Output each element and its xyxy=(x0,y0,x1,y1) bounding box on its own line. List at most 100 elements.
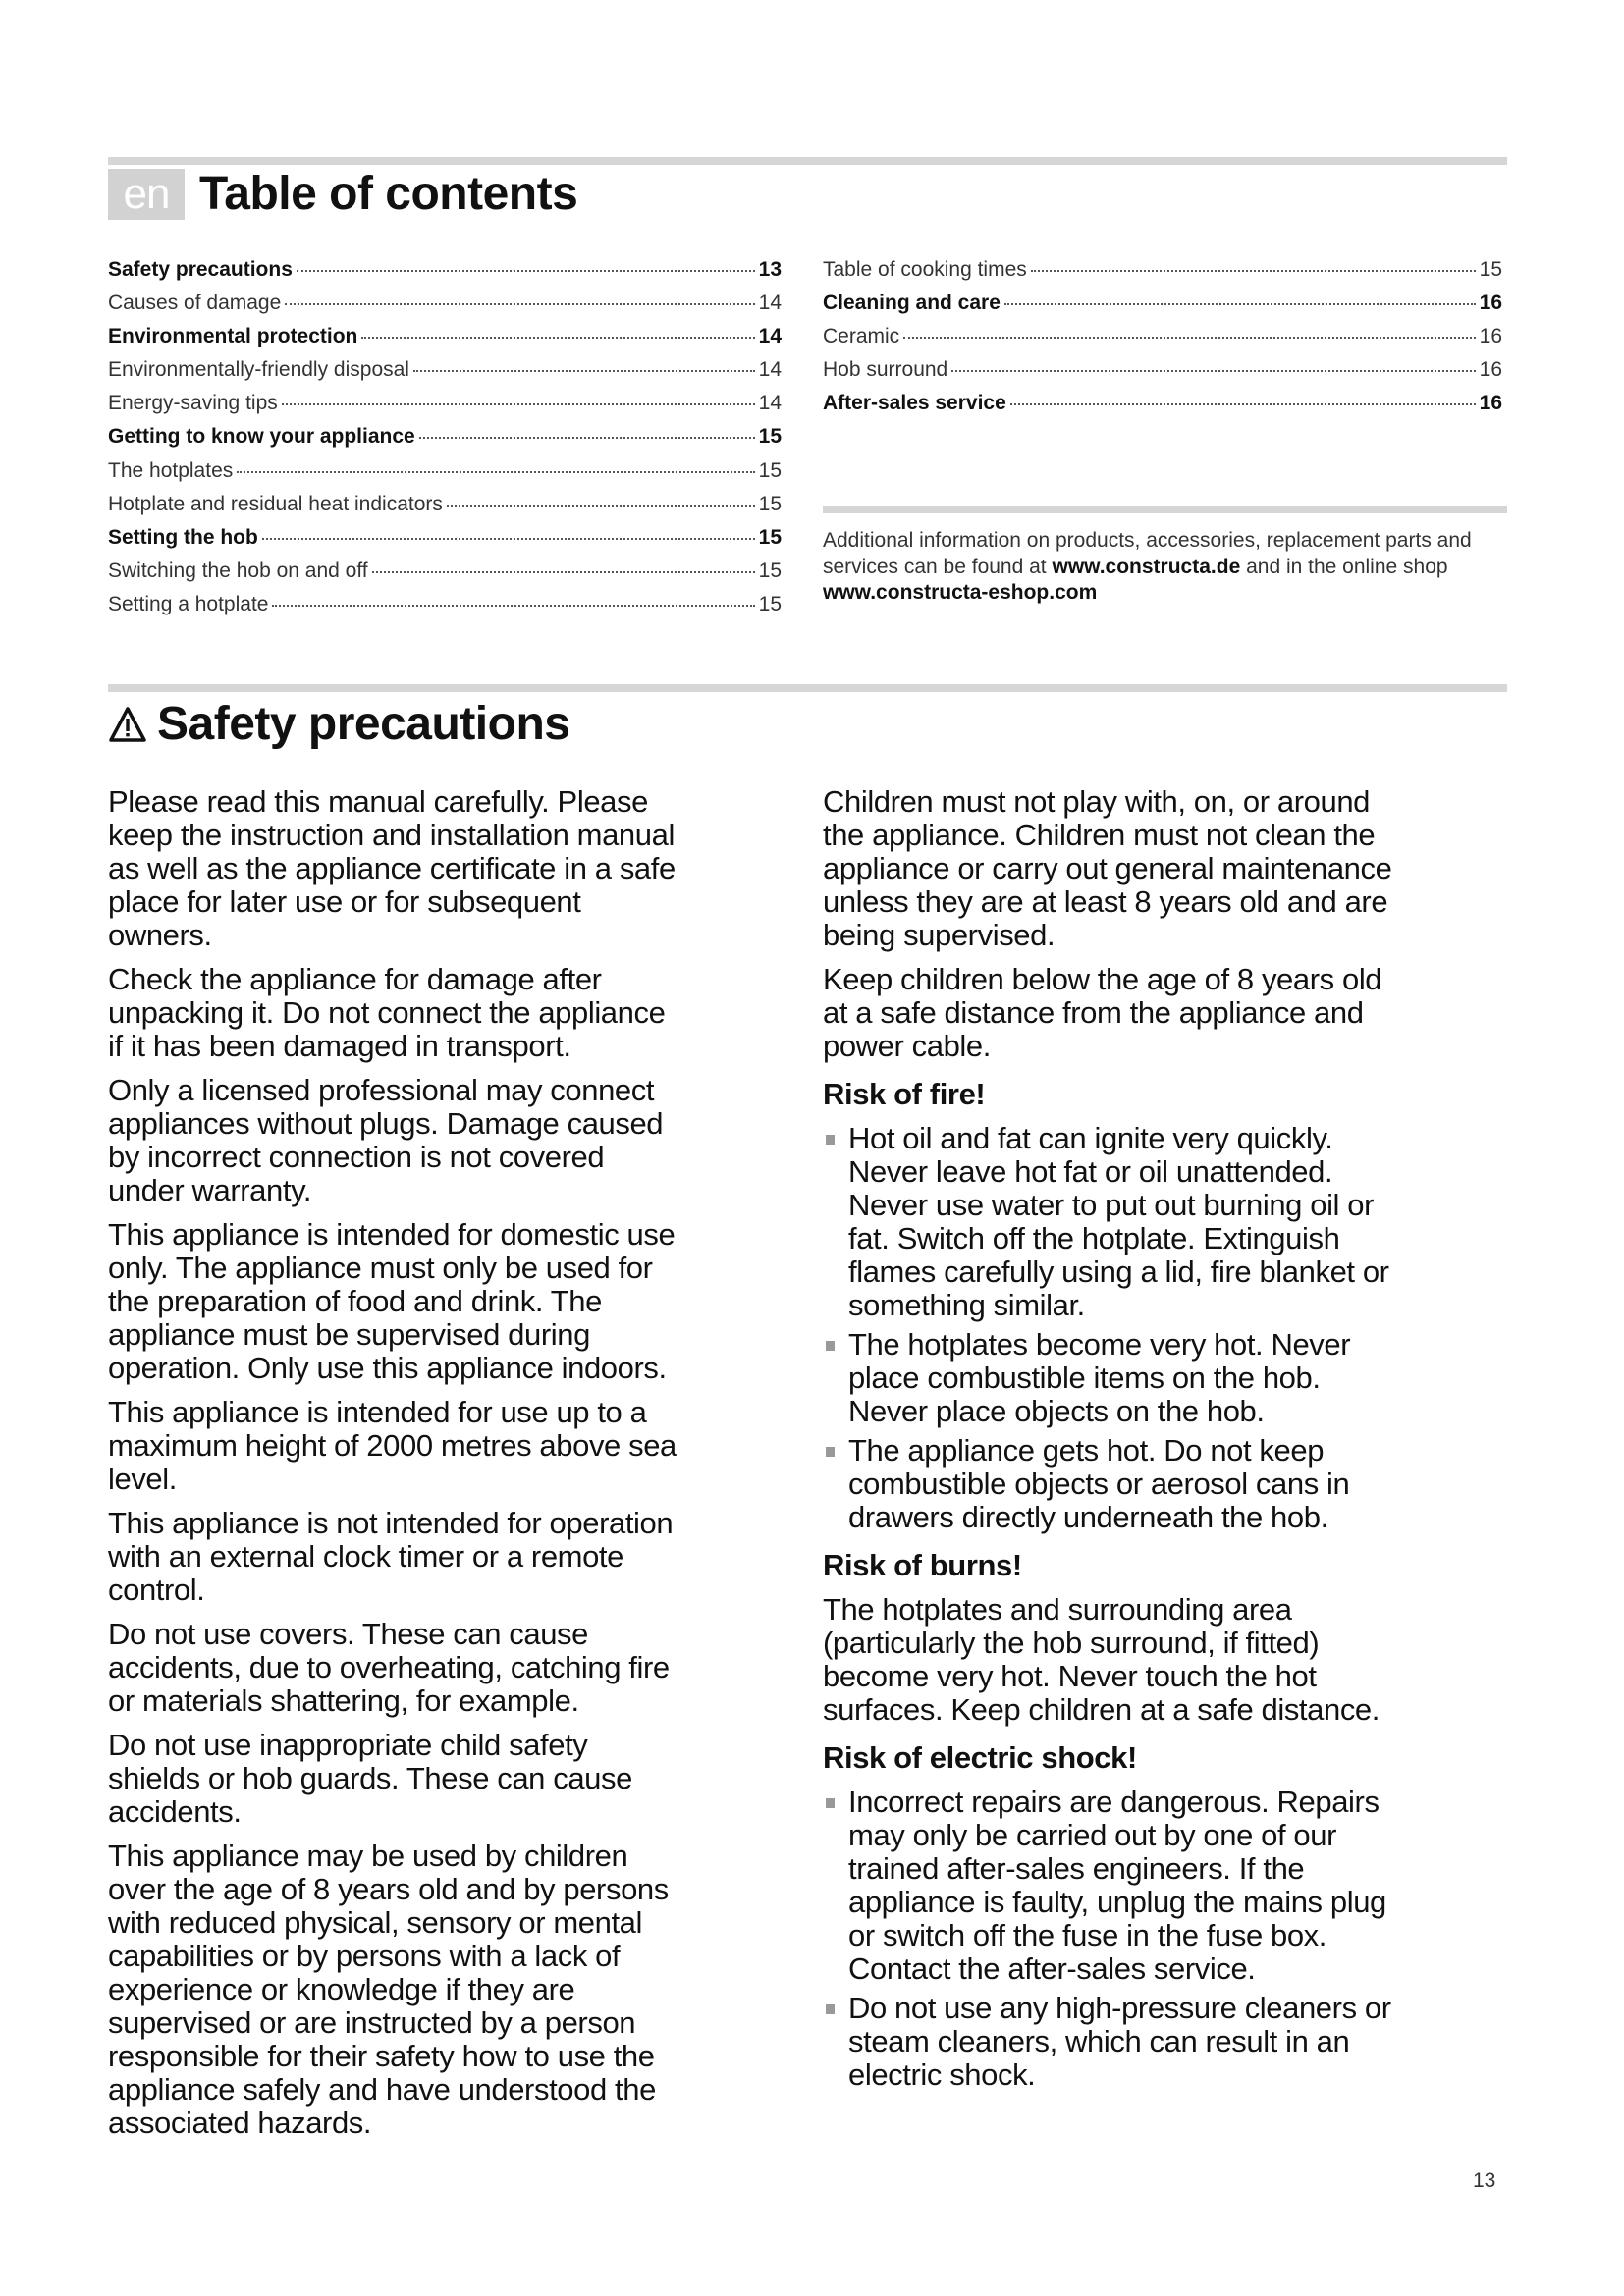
paragraph: Check the appliance for damage after unp… xyxy=(108,962,666,1063)
additional-info-text-2: and in the online shop xyxy=(1240,555,1448,578)
toc-entry-label: After-sales service xyxy=(823,392,1006,415)
safety-left-column: Please read this manual carefully. Pleas… xyxy=(108,785,795,2151)
toc-leader-dots xyxy=(361,337,755,340)
language-badge: en xyxy=(108,169,185,220)
toc-entry[interactable]: Causes of damage 14 xyxy=(108,287,782,320)
toc-entry[interactable]: Energy-saving tips 14 xyxy=(108,387,782,420)
toc-leader-dots xyxy=(272,604,755,607)
toc-left-column: Safety precautions 13 Causes of damage 14 En… xyxy=(108,253,782,621)
toc-entry-page: 15 xyxy=(758,458,782,482)
paragraph: This appliance is intended for domestic … xyxy=(108,1217,676,1385)
toc-entry-label: Setting a hotplate xyxy=(108,592,269,615)
page-number: 13 xyxy=(1473,2169,1496,2192)
warning-triangle-icon xyxy=(109,707,146,742)
toc-entry-page: 15 xyxy=(758,525,782,549)
safety-right-column: Children must not play with, on, or arou… xyxy=(823,785,1510,2098)
toc-entry-label: Environmentally-friendly disposal xyxy=(108,358,409,382)
toc-leader-dots xyxy=(261,537,755,540)
toc-entry[interactable]: Environmental protection 14 xyxy=(108,320,782,353)
additional-info: Additional information on products, acce… xyxy=(823,528,1510,607)
toc-leader-dots xyxy=(1009,403,1476,406)
toc-entry[interactable]: Hotplate and residual heat indicators 15 xyxy=(108,488,782,521)
toc-entry-page: 15 xyxy=(758,492,782,515)
toc-entry-label: Safety precautions xyxy=(108,258,293,281)
toc-entry-page: 16 xyxy=(1479,358,1502,382)
toc-entry-label: Hob surround xyxy=(823,358,948,382)
toc-title: Table of contents xyxy=(199,168,578,220)
toc-entry[interactable]: Hob surround 16 xyxy=(823,353,1502,387)
toc-entry-page: 15 xyxy=(758,592,782,615)
section-subheading: Risk of fire! xyxy=(823,1077,986,1111)
toc-entry[interactable]: Table of cooking times 15 xyxy=(823,253,1502,287)
paragraph: This appliance may be used by children o… xyxy=(108,1839,669,2140)
section-subheading: Risk of burns! xyxy=(823,1548,1022,1582)
info-rule xyxy=(823,506,1507,513)
section-subheading: Risk of electric shock! xyxy=(823,1740,1137,1775)
toc-entry-label: Hotplate and residual heat indicators xyxy=(108,492,443,515)
safety-heading: Safety precautions xyxy=(108,695,570,754)
toc-entry[interactable]: After-sales service 16 xyxy=(823,387,1502,420)
toc-right-column: Table of cooking times 15 Cleaning and car… xyxy=(823,253,1502,420)
paragraph: Please read this manual carefully. Pleas… xyxy=(108,784,676,952)
toc-entry-page: 15 xyxy=(758,559,782,582)
paragraph: Children must not play with, on, or arou… xyxy=(823,784,1392,952)
toc-leader-dots xyxy=(296,270,755,272)
toc-entry[interactable]: The hotplates 15 xyxy=(108,454,782,488)
toc-leader-dots xyxy=(418,437,755,440)
bullet-square-icon xyxy=(826,1798,835,1808)
toc-leader-dots xyxy=(371,570,755,573)
toc-entry[interactable]: Getting to know your appliance 15 xyxy=(108,420,782,454)
toc-entry[interactable]: Environmentally-friendly disposal 14 xyxy=(108,353,782,387)
toc-entry[interactable]: Ceramic 16 xyxy=(823,320,1502,353)
paragraph: Do not use inappropriate child safety sh… xyxy=(108,1728,632,1829)
toc-entry-label: Setting the hob xyxy=(108,525,258,549)
toc-entry-page: 14 xyxy=(758,292,782,315)
toc-entry-page: 15 xyxy=(1479,258,1502,281)
paragraph: Do not use covers. These can cause accid… xyxy=(108,1617,670,1718)
toc-entry-label: Cleaning and care xyxy=(823,292,1001,315)
toc-entry[interactable]: Setting the hob 15 xyxy=(108,521,782,555)
bullet-square-icon xyxy=(826,1135,835,1145)
paragraph: Only a licensed professional may connect… xyxy=(108,1073,664,1207)
paragraph: The hotplates and surrounding area (part… xyxy=(823,1592,1380,1727)
paragraph: Keep children below the age of 8 years o… xyxy=(823,962,1382,1063)
toc-entry[interactable]: Safety precautions 13 xyxy=(108,253,782,287)
eshop-link[interactable]: www.constructa-eshop.com xyxy=(823,581,1098,604)
toc-entry[interactable]: Cleaning and care 16 xyxy=(823,287,1502,320)
bullet-item: Do not use any high-pressure cleaners or… xyxy=(823,1992,1510,2092)
toc-entry-page: 16 xyxy=(1479,392,1502,415)
toc-entry-page: 16 xyxy=(1479,325,1502,348)
toc-entry-label: Getting to know your appliance xyxy=(108,425,415,449)
toc-leader-dots xyxy=(1003,303,1476,306)
toc-entry[interactable]: Setting a hotplate 15 xyxy=(108,588,782,621)
bullet-square-icon xyxy=(826,1341,835,1351)
toc-entry[interactable]: Switching the hob on and off 15 xyxy=(108,555,782,588)
toc-top-rule xyxy=(108,157,1507,165)
toc-entry-label: Environmental protection xyxy=(108,325,358,348)
bullet-text: The hotplates become very hot. Never pla… xyxy=(848,1327,1351,1428)
toc-entry-label: Switching the hob on and off xyxy=(108,559,368,582)
toc-leader-dots xyxy=(237,470,755,473)
toc-entry-label: Table of cooking times xyxy=(823,258,1027,281)
bullet-item: Incorrect repairs are dangerous. Repairs… xyxy=(823,1786,1510,1986)
toc-leader-dots xyxy=(903,337,1476,340)
safety-title: Safety precautions xyxy=(157,698,570,750)
toc-leader-dots xyxy=(951,370,1476,373)
bullet-text: Incorrect repairs are dangerous. Repairs… xyxy=(848,1785,1386,1986)
paragraph: This appliance is intended for use up to… xyxy=(108,1395,677,1496)
toc-leader-dots xyxy=(446,504,755,507)
bullet-text: The appliance gets hot. Do not keep comb… xyxy=(848,1433,1350,1534)
bullet-item: Hot oil and fat can ignite very quickly.… xyxy=(823,1122,1510,1322)
safety-rule xyxy=(108,684,1507,692)
paragraph: This appliance is not intended for opera… xyxy=(108,1506,674,1607)
toc-entry-page: 15 xyxy=(758,425,782,449)
toc-entry-page: 14 xyxy=(758,325,782,348)
toc-entry-label: Energy-saving tips xyxy=(108,392,278,415)
toc-entry-page: 14 xyxy=(758,358,782,382)
website-link[interactable]: www.constructa.de xyxy=(1052,555,1241,578)
bullet-square-icon xyxy=(826,2004,835,2014)
toc-entry-label: The hotplates xyxy=(108,458,234,482)
bullet-item: The hotplates become very hot. Never pla… xyxy=(823,1328,1510,1428)
toc-leader-dots xyxy=(1030,270,1476,272)
toc-entry-page: 13 xyxy=(758,258,782,281)
